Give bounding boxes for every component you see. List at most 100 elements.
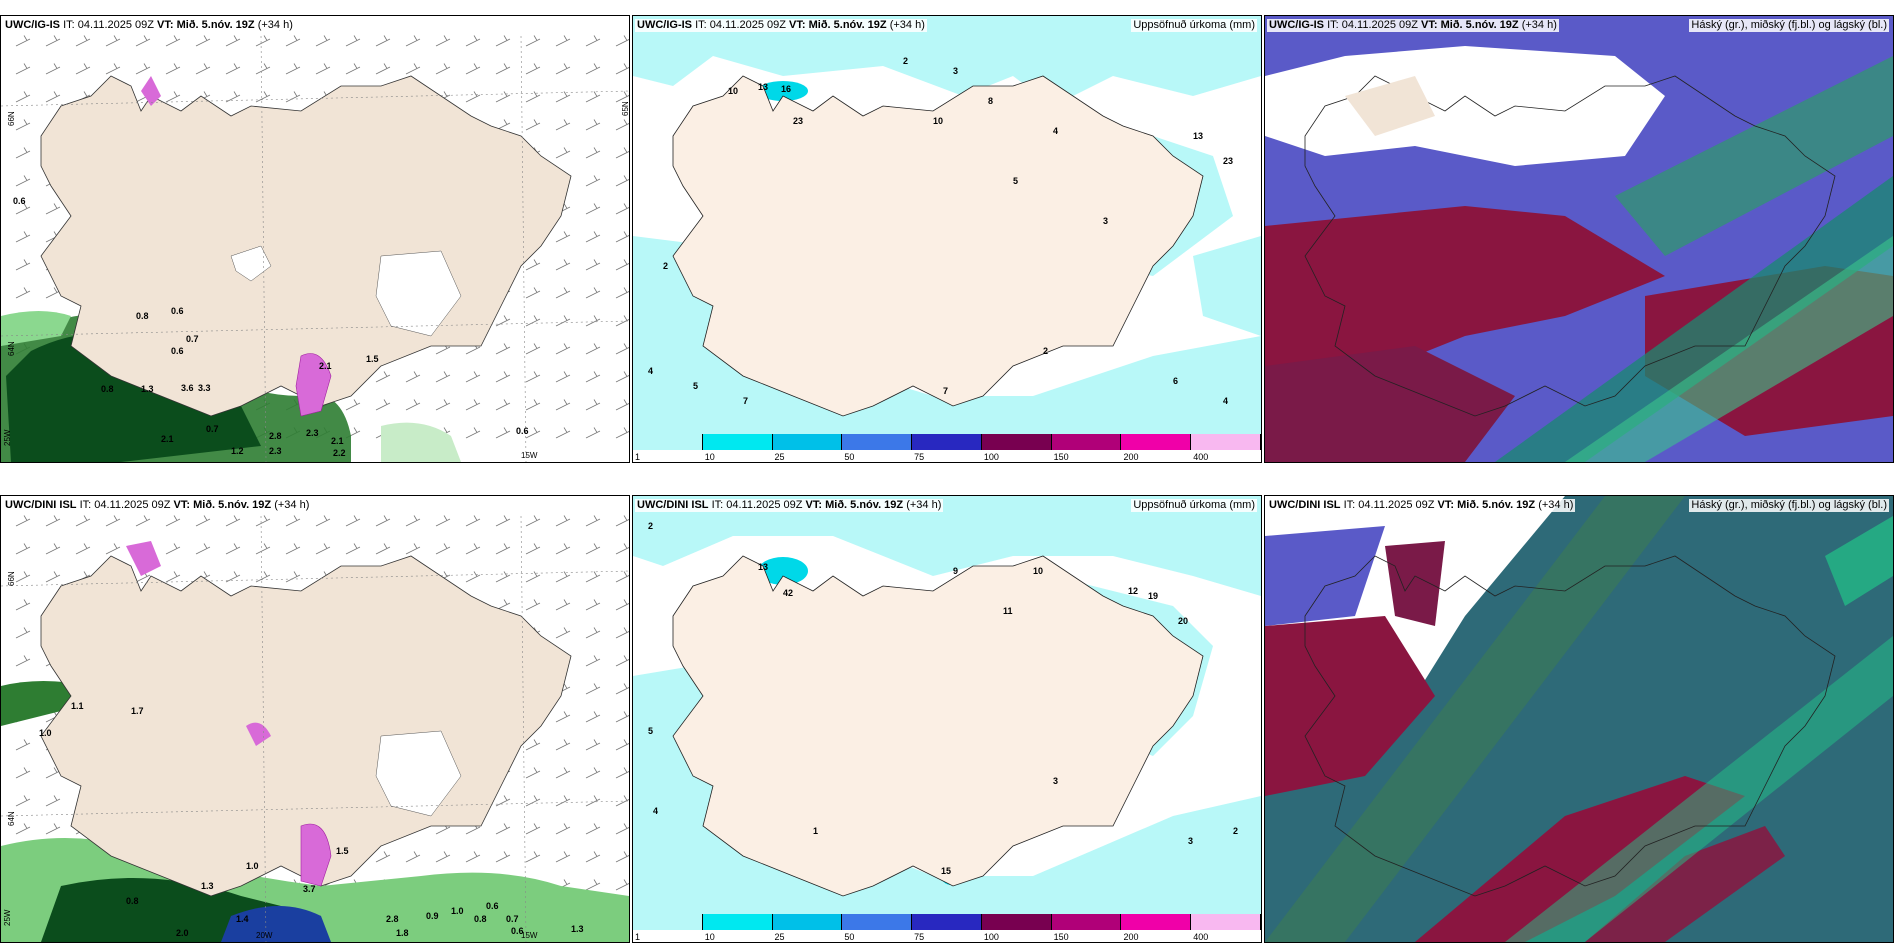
precip-value: 1.3 [201,881,214,891]
precip-value: 2.2 [333,448,346,458]
precip-value: 1.5 [336,846,349,856]
colorbar-swatch [981,914,1052,930]
panel-title: UWC/IG-IS IT: 04.11.2025 09Z VT: Mið. 5.… [635,19,927,32]
panel-subtitle: Háský (gr.), miðský (fj.bl.) og lágský (… [1689,19,1889,32]
accum-value: 2 [903,56,909,66]
colorbar-swatch [912,914,982,930]
lat-label: 64N [7,341,16,356]
iceland-land [40,541,572,897]
accum-value: 19 [1148,591,1159,601]
precip-value: 0.9 [426,911,439,921]
accum-value: 3 [1053,776,1059,786]
accum-value: 2 [663,261,669,271]
colorbar-swatch [633,914,703,930]
precip-value: 0.6 [13,196,26,206]
precip-value: 1.8 [396,928,409,938]
precip-value: 0.7 [186,334,199,344]
precip-value: 2.3 [306,428,319,438]
panel-wind-precip-dini: UWC/DINI ISL IT: 04.11.2025 09Z VT: Mið.… [0,495,630,943]
colorbar-swatch [1191,434,1261,450]
accum-value: 3 [1103,216,1109,226]
colorbar-swatch [1191,914,1261,930]
accum-value: 23 [1223,156,1234,166]
panel-subtitle: Uppsöfnuð úrkoma (mm) [1131,499,1257,512]
panel-accum-precip-dini: UWC/DINI ISL IT: 04.11.2025 09Z VT: Mið.… [632,495,1262,943]
colorbar-tick-label: 150 [1053,452,1069,462]
accum-value: 8 [988,96,994,106]
colorbar-tick-label: 200 [1123,932,1139,942]
panel-clouds-igis: UWC/IG-IS IT: 04.11.2025 09Z VT: Mið. 5.… [1264,15,1894,463]
accum-value: 16 [781,84,792,94]
precip-value: 2.1 [331,436,344,446]
panel-title: UWC/IG-IS IT: 04.11.2025 09Z VT: Mið. 5.… [1267,19,1559,32]
colorbar-tick-label: 1 [635,452,641,462]
panel-title: UWC/DINI ISL IT: 04.11.2025 09Z VT: Mið.… [1267,499,1576,512]
map-clouds-igis [1265,16,1893,462]
precip-value: 3.6 [181,383,194,393]
colorbar-tick-label: 75 [914,932,925,942]
precip-value: 0.8 [474,914,487,924]
precip-value: 2.1 [319,361,332,371]
colorbar-tick-label: 400 [1193,932,1209,942]
lon-label: 20W [256,931,273,940]
colorbar-tick-label: 25 [774,452,785,462]
colorbar-swatch [981,434,1052,450]
map-accum-precip-igis [633,16,1261,462]
colorbar: 1 10 25 50 75 100 150 200 400 [633,434,1261,462]
panel-clouds-dini: UWC/DINI ISL IT: 04.11.2025 09Z VT: Mið.… [1264,495,1894,943]
lat-label: 64N [7,811,16,826]
precip-value: 2.8 [269,431,282,441]
colorbar-tick-label: 400 [1193,452,1209,462]
colorbar-swatch [1121,434,1192,450]
accum-value: 5 [648,726,654,736]
colorbar-swatch [702,914,773,930]
precip-value: 0.6 [171,346,184,356]
colorbar-swatch [1051,434,1122,450]
colorbar-swatch [1051,914,1122,930]
colorbar-swatch [633,434,703,450]
colorbar-swatch [912,434,982,450]
lat-label: 66N [7,111,16,126]
lat-label: 25W [3,429,12,446]
precip-value: 3.3 [198,383,211,393]
colorbar-swatch [772,434,843,450]
accum-value: 23 [793,116,804,126]
precip-value: 0.6 [516,426,529,436]
accum-value: 2 [1043,346,1049,356]
precip-value: 2.3 [269,446,282,456]
precip-value: 0.8 [101,384,114,394]
colorbar-tick-label: 50 [844,452,855,462]
panel-title: UWC/DINI ISL IT: 04.11.2025 09Z VT: Mið.… [3,499,312,512]
panel-title: UWC/IG-IS IT: 04.11.2025 09Z VT: Mið. 5.… [3,19,295,32]
accum-value: 13 [1193,131,1204,141]
precip-value: 0.6 [486,901,499,911]
accum-value: 4 [1053,126,1059,136]
lon-label: 15W [521,931,538,940]
graticule [1,515,629,942]
precip-value: 1.0 [39,728,52,738]
colorbar-swatch [702,434,773,450]
precip-value: 1.0 [246,861,259,871]
colorbar-swatch [842,914,913,930]
accum-value: 1 [813,826,819,836]
accum-value: 12 [1128,586,1139,596]
iceland-land [672,75,1204,417]
graticule [1,35,629,462]
colorbar-tick-label: 25 [774,932,785,942]
precip-value: 0.7 [206,424,219,434]
panel-subtitle: Háský (gr.), miðský (fj.bl.) og lágský (… [1689,499,1889,512]
precip-value: 0.6 [171,306,184,316]
precip-value: 1.2 [231,446,244,456]
colorbar-tick-label: 100 [983,452,999,462]
precip-value: 1.3 [141,384,154,394]
panel-accum-precip-igis: UWC/IG-IS IT: 04.11.2025 09Z VT: Mið. 5.… [632,15,1262,463]
accum-value: 42 [783,588,794,598]
accum-value: 7 [743,396,749,406]
lat-label: 25W [3,909,12,926]
accum-value: 10 [933,116,944,126]
precip-value: 0.8 [126,896,139,906]
map-accum-precip-dini [633,496,1261,942]
colorbar-tick-label: 150 [1053,932,1069,942]
precip-value: 1.4 [236,914,249,924]
map-clouds-dini [1265,496,1893,942]
